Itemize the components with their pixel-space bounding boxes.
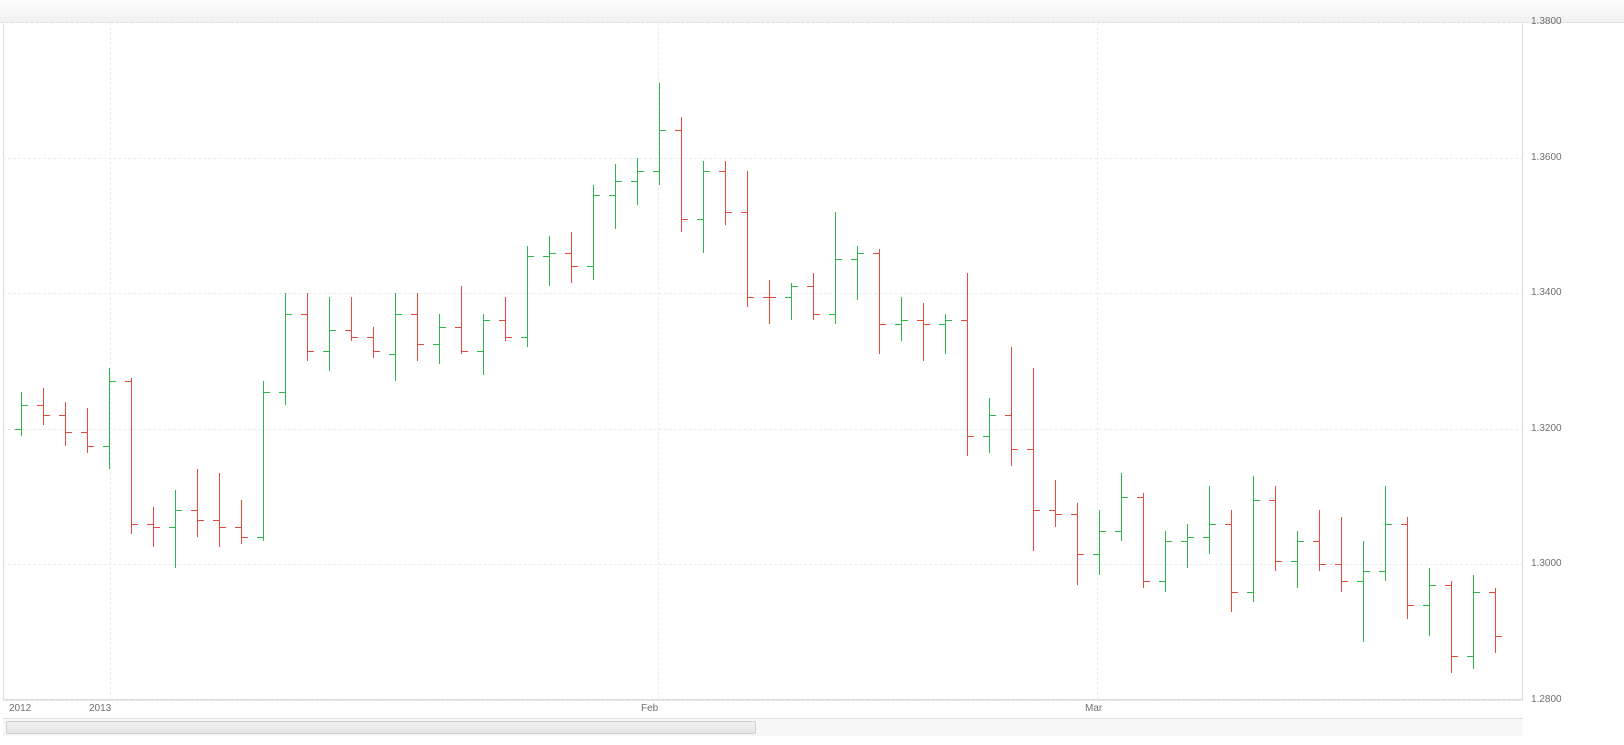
y-axis-label: 1.3200 [1531,423,1562,434]
ohlc-chart[interactable]: 1.2800 1.3000 1.3200 1.3400 1.3600 1.3800 2012… [0,0,1624,745]
y-axis-label: 1.3600 [1531,152,1562,163]
grid-line-horizontal [3,158,1523,159]
x-axis-label: Mar [1085,703,1102,714]
horizontal-scrollbar[interactable] [3,718,1523,736]
grid-line-horizontal [3,22,1523,23]
grid-line-horizontal [3,293,1523,294]
grid-line-horizontal [3,564,1523,565]
plot-area[interactable] [3,22,1523,700]
y-axis-label: 1.3000 [1531,558,1562,569]
x-axis [3,700,1523,718]
scrollbar-thumb[interactable] [6,721,756,734]
y-axis-label: 1.2800 [1531,694,1562,705]
x-axis-label: 2013 [89,703,111,714]
chart-header-strip [0,0,1624,23]
grid-line-vertical [1097,22,1098,700]
x-axis-label: 2012 [9,703,31,714]
y-axis-label: 1.3800 [1531,16,1562,27]
y-axis-label: 1.3400 [1531,287,1562,298]
x-axis-label: Feb [641,703,658,714]
grid-line-horizontal [3,429,1523,430]
y-axis [1523,22,1624,700]
grid-line-horizontal [3,700,1523,701]
grid-line-vertical [110,22,111,700]
